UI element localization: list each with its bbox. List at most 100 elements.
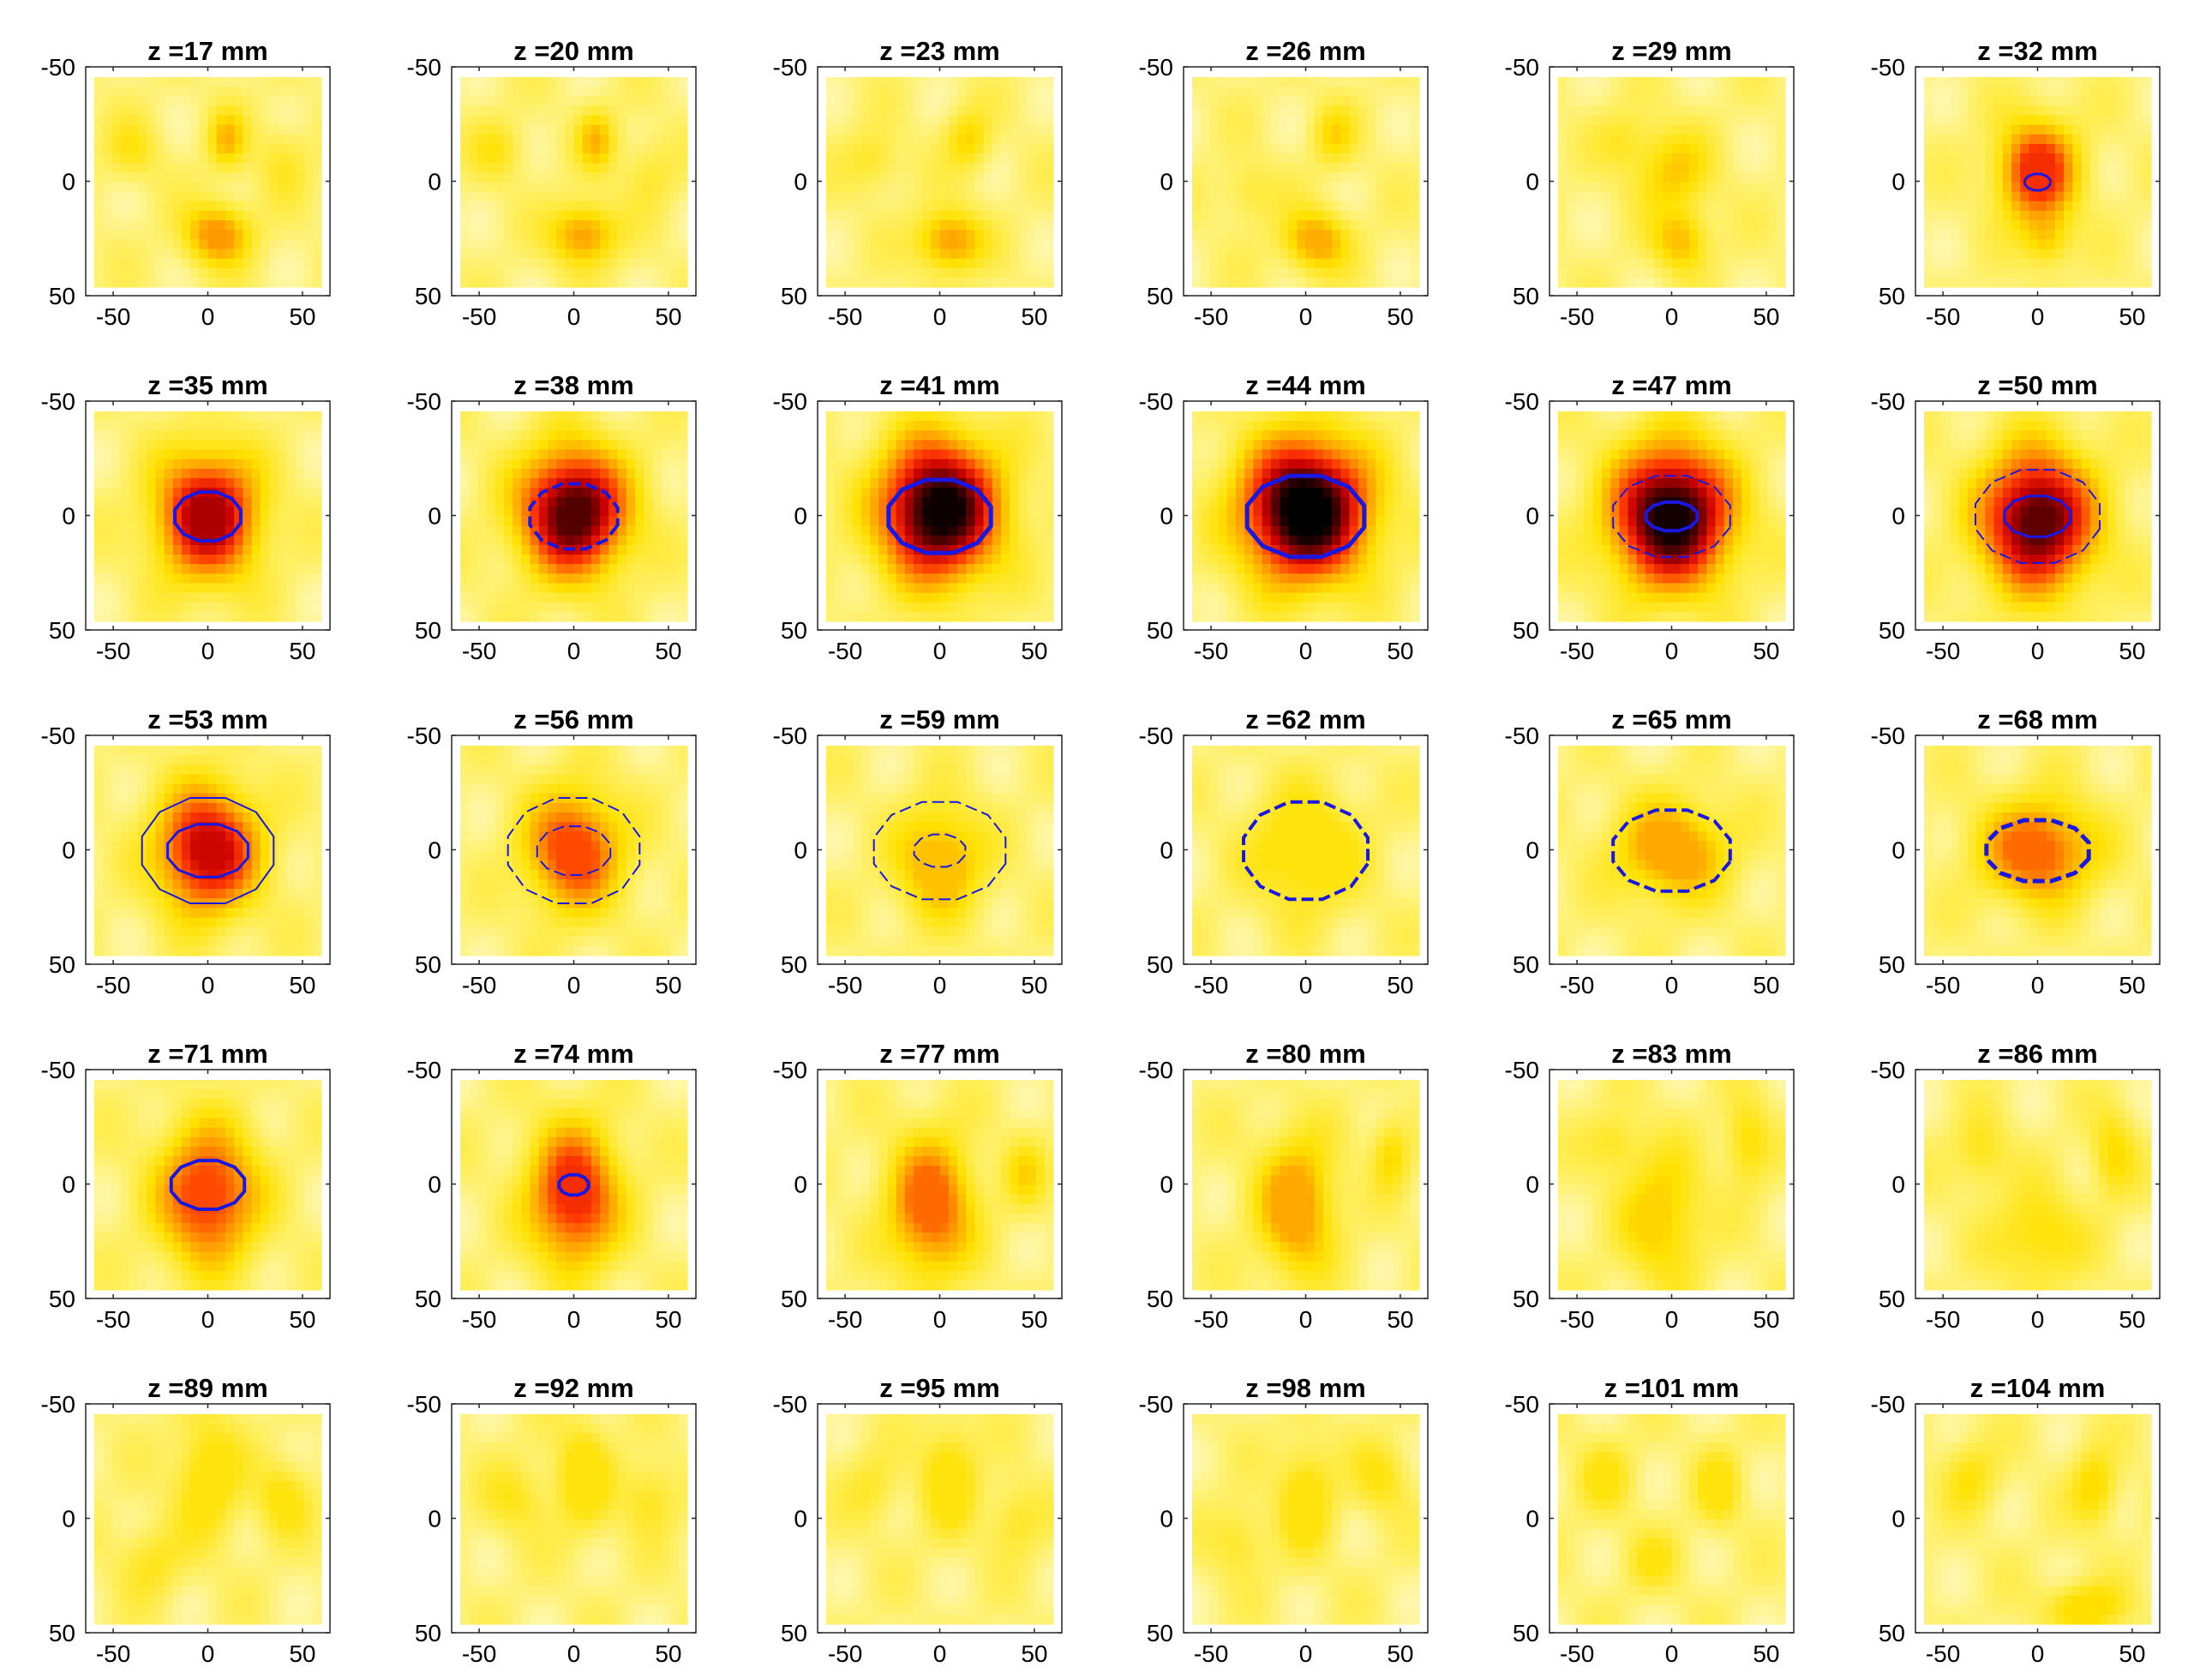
heatmap-cell bbox=[1933, 182, 1942, 193]
heatmap-cell bbox=[94, 421, 104, 431]
heatmap-cell bbox=[1010, 421, 1019, 431]
heatmap-cell bbox=[486, 220, 496, 231]
heatmap-cell bbox=[295, 497, 305, 507]
heatmap-cell bbox=[556, 239, 566, 250]
heatmap-cell bbox=[155, 592, 165, 603]
heatmap-cell bbox=[556, 115, 566, 126]
heatmap-cell bbox=[278, 220, 287, 231]
heatmap-cell bbox=[278, 516, 287, 527]
heatmap-cell bbox=[1958, 239, 1969, 250]
heatmap-cell bbox=[2029, 96, 2039, 107]
heatmap-cell bbox=[1010, 191, 1019, 202]
heatmap-cell bbox=[869, 105, 879, 117]
heatmap-cell bbox=[1201, 191, 1210, 202]
heatmap-cell bbox=[617, 421, 627, 431]
heatmap-cell bbox=[172, 497, 183, 507]
heatmap-cell bbox=[1619, 96, 1629, 107]
heatmap-cell bbox=[2011, 201, 2021, 212]
heatmap-cell bbox=[922, 105, 932, 117]
heatmap-cell bbox=[1732, 239, 1742, 250]
heatmap-cell bbox=[1688, 124, 1699, 135]
heatmap-cell bbox=[1010, 182, 1019, 193]
heatmap-cell bbox=[1924, 258, 1933, 269]
heatmap-cell bbox=[1366, 249, 1376, 260]
heatmap-cell bbox=[843, 191, 854, 202]
heatmap-cell bbox=[503, 535, 513, 546]
heatmap-cell bbox=[652, 507, 662, 518]
heatmap-cell bbox=[1410, 258, 1420, 269]
heatmap-cell bbox=[948, 249, 958, 260]
heatmap-cell bbox=[1235, 230, 1245, 240]
heatmap-cell bbox=[155, 449, 165, 460]
heatmap-cell bbox=[547, 497, 557, 507]
heatmap-cell bbox=[278, 143, 287, 154]
heatmap-cell bbox=[260, 134, 270, 145]
heatmap-cell bbox=[260, 573, 270, 585]
heatmap-cell bbox=[1027, 182, 1037, 193]
heatmap-cell bbox=[1776, 201, 1786, 212]
heatmap-cell bbox=[503, 544, 513, 555]
y-tick-label: 0 bbox=[1160, 169, 1173, 195]
heatmap-cell bbox=[617, 497, 627, 507]
heatmap-cell bbox=[1201, 115, 1210, 126]
heatmap-cell bbox=[538, 449, 549, 460]
heatmap-cell bbox=[644, 573, 653, 585]
heatmap-cell bbox=[1976, 96, 1986, 107]
heatmap-cell bbox=[495, 440, 505, 451]
heatmap-cell bbox=[1741, 249, 1751, 260]
heatmap-cell bbox=[530, 421, 540, 431]
y-tick-label: 50 bbox=[49, 617, 75, 644]
heatmap-cell bbox=[1410, 115, 1420, 126]
heatmap-cell bbox=[1680, 267, 1690, 279]
heatmap-cell bbox=[634, 153, 644, 164]
heatmap-cell bbox=[477, 430, 488, 441]
heatmap-cell bbox=[1628, 153, 1638, 164]
heatmap-cell bbox=[1610, 249, 1620, 260]
heatmap-cell bbox=[661, 191, 671, 202]
heatmap-cell bbox=[931, 115, 941, 126]
heatmap-cell bbox=[530, 87, 540, 97]
heatmap-cell bbox=[2125, 153, 2135, 164]
heatmap-cell bbox=[600, 220, 609, 231]
heatmap-cell bbox=[513, 182, 522, 193]
heatmap-cell bbox=[983, 230, 993, 240]
heatmap-cell bbox=[147, 105, 156, 117]
heatmap-cell bbox=[2037, 77, 2047, 87]
heatmap-cell bbox=[1924, 201, 1933, 212]
heatmap-cell bbox=[2081, 105, 2091, 117]
heatmap-cell bbox=[495, 77, 505, 87]
heatmap-cell bbox=[590, 210, 601, 221]
heatmap-cell bbox=[286, 143, 297, 154]
heatmap-cell bbox=[1035, 267, 1046, 279]
heatmap-cell bbox=[669, 172, 680, 183]
heatmap-cell bbox=[860, 191, 871, 202]
heatmap-cell bbox=[312, 421, 322, 431]
heatmap-cell bbox=[312, 163, 322, 173]
heatmap-cell bbox=[172, 573, 183, 585]
heatmap-cell bbox=[2081, 220, 2091, 231]
heatmap-cell bbox=[573, 172, 584, 183]
heatmap-cell bbox=[268, 172, 279, 183]
heatmap-cell bbox=[1558, 182, 1568, 193]
heatmap-cell bbox=[992, 115, 1002, 126]
heatmap-cell bbox=[1776, 87, 1786, 97]
heatmap-cell bbox=[626, 544, 636, 555]
heatmap-cell bbox=[634, 430, 644, 441]
heatmap-cell bbox=[939, 488, 950, 498]
heatmap-cell bbox=[626, 497, 636, 507]
heatmap-cell bbox=[486, 507, 496, 518]
heatmap-cell bbox=[1226, 230, 1237, 240]
heatmap-cell bbox=[164, 507, 174, 518]
heatmap-cell bbox=[268, 573, 279, 585]
heatmap-cell bbox=[155, 77, 165, 87]
heatmap-cell bbox=[634, 96, 644, 107]
heatmap-cell bbox=[1950, 105, 1960, 117]
heatmap-cell bbox=[2072, 220, 2083, 231]
heatmap-cell bbox=[513, 592, 522, 603]
heatmap-cell bbox=[974, 220, 985, 231]
heatmap-cell bbox=[1671, 258, 1681, 269]
heatmap-cell bbox=[1654, 105, 1663, 117]
heatmap-cell bbox=[1279, 201, 1289, 212]
heatmap-cell bbox=[608, 143, 619, 154]
heatmap-cell bbox=[843, 411, 854, 422]
